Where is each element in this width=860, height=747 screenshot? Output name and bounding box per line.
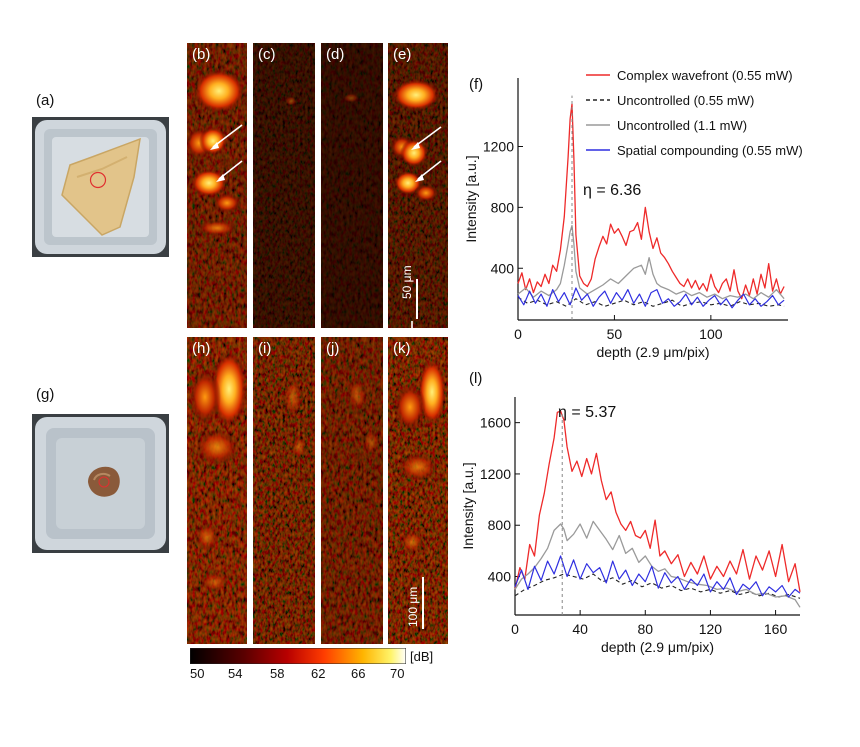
y-tick-label: 800	[491, 199, 515, 215]
eta-annotation: η = 6.36	[583, 182, 641, 199]
y-tick-label: 1200	[480, 466, 511, 482]
panel-label-g: (g)	[36, 386, 55, 403]
series-line-red	[517, 103, 785, 300]
panel-label-i: (i)	[258, 340, 272, 357]
series-line-blue	[517, 287, 785, 309]
x-tick-label: 50	[607, 326, 623, 342]
x-tick-label: 120	[699, 621, 723, 637]
panel-label-d: (d)	[326, 46, 345, 63]
colorbar-tick: 58	[270, 666, 285, 681]
colorbar-tick: 70	[390, 666, 405, 681]
series-line-red	[514, 410, 801, 593]
y-tick-label: 1200	[483, 138, 514, 154]
x-tick-label: 160	[764, 621, 788, 637]
image-tile-e: (e) 50 μm	[388, 43, 448, 328]
colorbar	[189, 647, 407, 665]
x-tick-label: 0	[514, 326, 522, 342]
heatmap-h	[187, 337, 247, 644]
colorbar-gradient	[189, 647, 407, 665]
legend-label: Spatial compounding (0.55 mW)	[617, 143, 803, 158]
series-line-gray	[517, 224, 785, 300]
panel-label-b: (b)	[192, 46, 211, 63]
scalebar-label-bottom: 100 μm	[406, 586, 420, 627]
scalebar-label-top: 50 μm	[400, 265, 414, 299]
heatmap-d	[321, 43, 383, 328]
series-line-gray	[514, 520, 801, 608]
heatmap-e	[388, 43, 448, 328]
heatmap-b	[187, 43, 247, 328]
x-tick-label: 40	[572, 621, 588, 637]
y-tick-label: 1600	[480, 415, 511, 431]
y-tick-label: 400	[491, 260, 515, 276]
sample-photo-g-drawing	[35, 417, 166, 550]
heatmap-k	[388, 337, 448, 644]
x-tick-label: 100	[699, 326, 723, 342]
heatmap-i	[253, 337, 315, 644]
legend-label: Complex wavefront (0.55 mW)	[617, 68, 793, 83]
y-tick-label: 800	[488, 517, 512, 533]
y-axis-label: Intensity [a.u.]	[460, 462, 476, 549]
series-line-black-dashed	[517, 296, 785, 307]
chart-l: 400 800 1200 1600 0 40 80 120 160 depth (2.9 μm/p…	[460, 397, 801, 655]
colorbar-ticks: 50 54 58 62 66 70	[190, 666, 406, 684]
panel-label-f: (f)	[469, 76, 484, 93]
panel-label-k: (k)	[393, 340, 411, 357]
x-tick-label: 0	[511, 621, 519, 637]
panel-label-j: (j)	[326, 340, 340, 357]
colorbar-tick: 66	[351, 666, 366, 681]
y-tick-label: 400	[488, 569, 512, 585]
legend-label: Uncontrolled (0.55 mW)	[617, 93, 754, 108]
series-line-black-dashed	[514, 573, 801, 599]
series-line-blue	[514, 555, 801, 598]
image-tile-h: (h)	[187, 337, 247, 644]
y-axis-label: Intensity [a.u.]	[463, 155, 479, 242]
panel-label-h: (h)	[192, 340, 211, 357]
sample-photo-a	[32, 117, 169, 257]
chart-f: 400 800 1200 0 50 100 depth (2.9 μm/pix) Intens…	[463, 68, 803, 360]
colorbar-unit: [dB]	[410, 649, 434, 664]
image-tile-k: (k) 100 μm	[388, 337, 448, 644]
colorbar-tick: 62	[311, 666, 326, 681]
legend-label: Uncontrolled (1.1 mW)	[617, 118, 747, 133]
sample-photo-g	[32, 414, 169, 553]
panel-label-e: (e)	[393, 46, 412, 63]
colorbar-tick: 54	[228, 666, 243, 681]
image-tile-d: (d)	[321, 43, 383, 328]
x-axis-label: depth (2.9 μm/pix)	[601, 639, 714, 655]
image-tile-c: (c)	[253, 43, 315, 328]
scalebar-bottom	[422, 577, 424, 629]
panel-label-l: (l)	[469, 370, 483, 387]
panel-label-a: (a)	[36, 92, 55, 109]
image-tile-b: (b)	[187, 43, 247, 328]
panel-label-c: (c)	[258, 46, 276, 63]
x-axis-label: depth (2.9 μm/pix)	[596, 344, 709, 360]
heatmap-c	[253, 43, 315, 328]
x-tick-label: 80	[637, 621, 653, 637]
eta-annotation: η = 5.37	[558, 404, 616, 421]
image-tile-i: (i)	[253, 337, 315, 644]
colorbar-tick: 50	[190, 666, 205, 681]
image-tile-j: (j)	[321, 337, 383, 644]
heatmap-j	[321, 337, 383, 644]
scalebar-top	[416, 279, 418, 319]
sample-photo-a-drawing	[35, 120, 166, 254]
